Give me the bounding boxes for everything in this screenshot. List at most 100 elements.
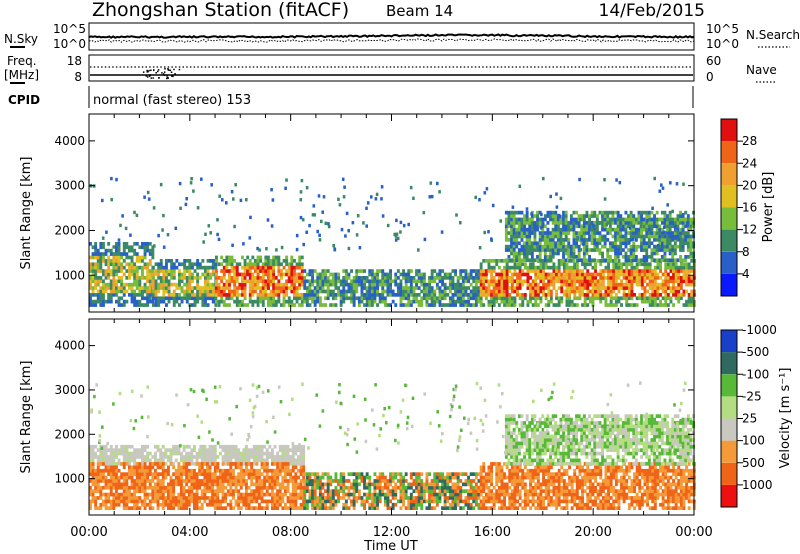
power-cell	[248, 236, 252, 240]
power-cell	[541, 227, 545, 232]
power-cell	[352, 286, 356, 290]
power-cell	[663, 244, 667, 249]
power-cell	[482, 276, 486, 280]
power-colorbar-tick-label: 20	[742, 178, 757, 192]
power-cell	[122, 245, 126, 250]
power-cell	[210, 183, 213, 187]
power-cell	[167, 299, 171, 304]
power-cell	[96, 248, 100, 253]
power-cell	[612, 276, 616, 280]
power-cell	[133, 242, 137, 246]
power-cell	[679, 262, 683, 267]
power-cell	[251, 265, 255, 270]
power-cell	[520, 227, 524, 232]
power-cell	[549, 293, 553, 297]
power-cell	[668, 217, 672, 222]
power-cell	[588, 214, 591, 218]
velocity-cell	[291, 496, 295, 500]
power-cell	[196, 289, 200, 294]
power-cell	[154, 289, 158, 294]
power-cell	[422, 276, 426, 280]
velocity-cell	[250, 479, 254, 483]
power-cell	[572, 210, 576, 215]
velocity-cell	[195, 479, 199, 483]
power-cell	[396, 269, 400, 273]
power-cell	[290, 269, 294, 273]
velocity-cell	[271, 458, 274, 463]
power-cell	[238, 303, 242, 307]
power-cell	[313, 299, 317, 304]
power-cell	[581, 282, 584, 287]
velocity-cell	[263, 462, 267, 466]
velocity-cell	[185, 489, 189, 493]
power-cell	[109, 279, 113, 284]
power-cell	[529, 296, 532, 301]
power-cell	[146, 262, 150, 267]
power-cell	[621, 227, 625, 232]
power-cell	[112, 282, 116, 287]
power-cell	[616, 255, 620, 259]
power-cell	[659, 299, 662, 304]
power-cell	[668, 248, 672, 252]
velocity-cell	[96, 496, 100, 500]
nave-dip-dot	[158, 77, 160, 79]
power-cell	[634, 248, 638, 252]
velocity-cell	[289, 502, 293, 507]
power-cell	[634, 221, 638, 225]
power-cell	[130, 262, 134, 267]
power-cell	[612, 282, 616, 287]
power-cell	[152, 286, 155, 290]
power-cell	[530, 217, 534, 222]
power-cell	[99, 303, 103, 307]
power-cell	[513, 289, 517, 294]
power-cell	[523, 265, 527, 270]
velocity-cell	[313, 475, 317, 480]
power-cell	[246, 269, 250, 273]
velocity-cell	[297, 496, 300, 500]
velocity-cell	[211, 482, 215, 487]
power-cell	[464, 289, 468, 294]
velocity-cell	[159, 482, 163, 487]
power-cell	[469, 276, 473, 280]
power-cell	[567, 251, 571, 256]
power-cell	[556, 251, 560, 256]
power-cell	[487, 230, 490, 234]
power-cell	[285, 269, 289, 273]
power-cell	[567, 255, 571, 259]
power-cell	[243, 269, 247, 273]
power-cell	[633, 293, 636, 297]
power-cell	[254, 262, 257, 267]
power-cell	[578, 289, 582, 294]
power-cell	[599, 279, 603, 284]
velocity-cell	[122, 489, 126, 493]
power-cell	[671, 224, 675, 229]
power-cell	[510, 286, 514, 290]
velocity-cell	[122, 455, 126, 459]
power-cell	[321, 289, 325, 294]
power-cell	[222, 303, 226, 307]
velocity-cell	[213, 499, 217, 504]
power-cell	[646, 289, 649, 294]
power-cell	[560, 286, 564, 290]
power-cell	[217, 262, 221, 267]
velocity-cell	[195, 485, 199, 490]
velocity-cell	[177, 475, 181, 480]
velocity-cell	[112, 448, 116, 452]
velocity-cell	[115, 489, 118, 493]
power-cell	[543, 217, 547, 222]
power-cell	[368, 293, 372, 297]
velocity-cell	[128, 461, 131, 466]
power-cell	[451, 276, 455, 280]
power-cell	[677, 293, 681, 297]
velocity-cell	[89, 506, 92, 510]
velocity-cell	[187, 492, 191, 497]
power-cell	[135, 272, 139, 277]
velocity-cell	[255, 485, 259, 490]
velocity-cell	[109, 482, 113, 487]
power-cell	[528, 224, 532, 229]
power-cell	[293, 296, 296, 301]
power-cell	[282, 265, 286, 270]
nave-dip-dot	[173, 68, 175, 71]
velocity-cell	[130, 444, 134, 449]
